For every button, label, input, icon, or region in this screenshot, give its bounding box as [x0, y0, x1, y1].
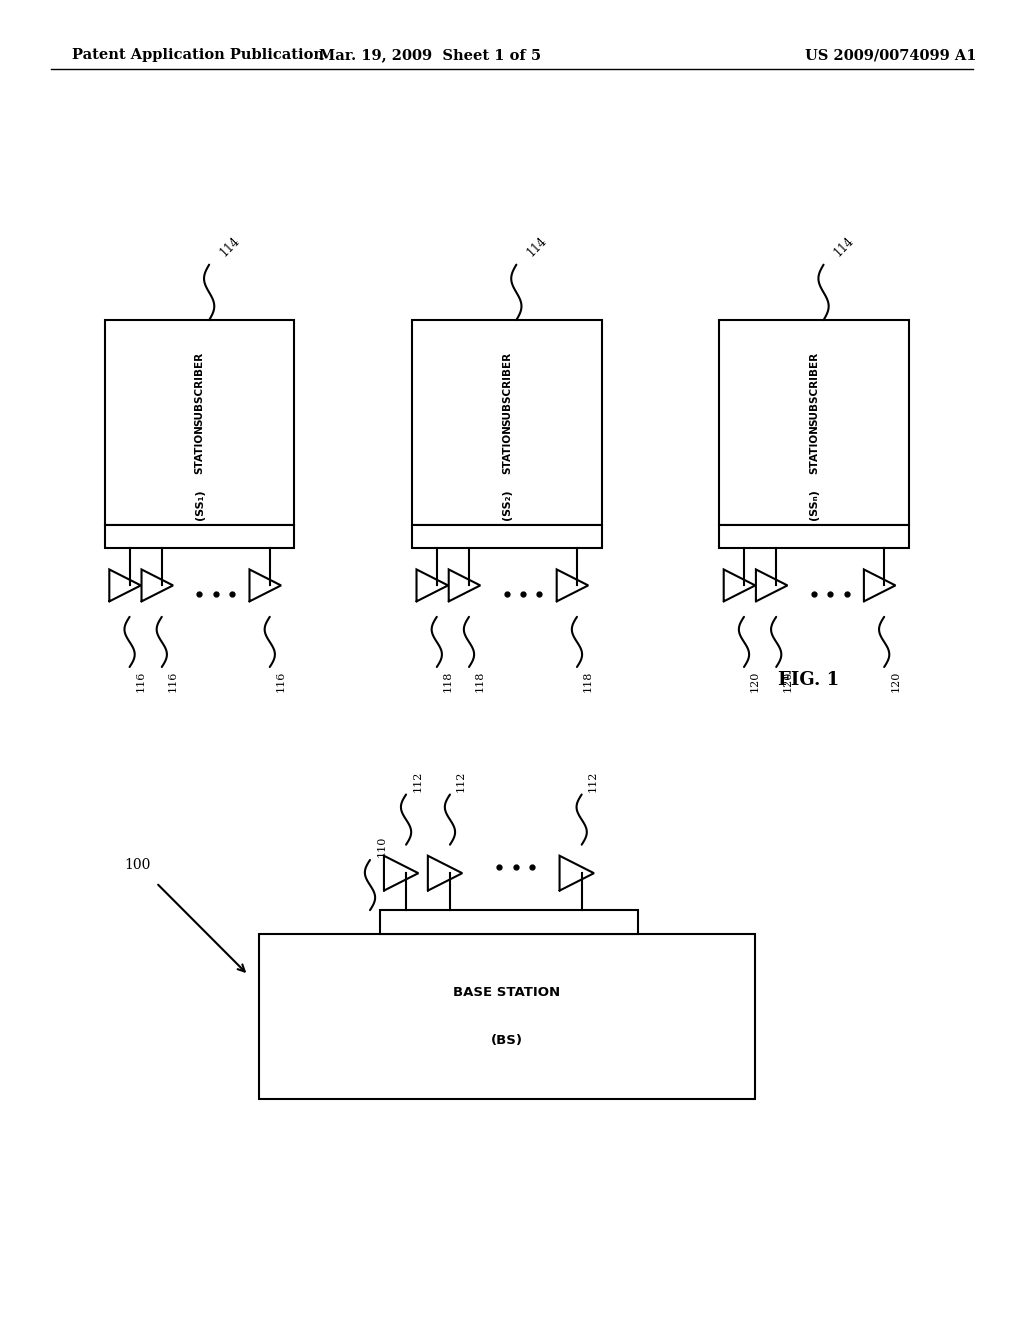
Bar	[105, 319, 295, 524]
Text: (SS₂): (SS₂)	[502, 488, 512, 520]
Text: 120: 120	[751, 671, 760, 692]
Text: SUBSCRIBER: SUBSCRIBER	[502, 352, 512, 426]
Bar	[719, 524, 909, 549]
Text: Patent Application Publication: Patent Application Publication	[72, 49, 324, 62]
Text: 116: 116	[275, 671, 286, 692]
Text: 118: 118	[443, 671, 453, 692]
Text: 118: 118	[583, 671, 593, 692]
Bar	[412, 319, 601, 524]
Text: 112: 112	[588, 771, 598, 792]
Text: 116: 116	[136, 671, 145, 692]
Bar	[105, 524, 295, 549]
Text: US 2009/0074099 A1: US 2009/0074099 A1	[805, 49, 977, 62]
Text: 100: 100	[125, 858, 152, 873]
Text: 114: 114	[831, 235, 857, 259]
Text: 112: 112	[456, 771, 466, 792]
Bar	[412, 524, 601, 549]
Text: 118: 118	[475, 671, 485, 692]
Bar	[719, 319, 909, 524]
Text: 110: 110	[376, 836, 386, 858]
Text: 116: 116	[168, 671, 178, 692]
Text: 114: 114	[217, 235, 243, 259]
Text: SUBSCRIBER: SUBSCRIBER	[195, 352, 205, 426]
Text: (SS₁): (SS₁)	[195, 488, 205, 520]
Text: STATION: STATION	[809, 424, 819, 474]
Text: STATION: STATION	[502, 424, 512, 474]
Text: 112: 112	[413, 771, 422, 792]
Text: SUBSCRIBER: SUBSCRIBER	[809, 352, 819, 426]
Text: 114: 114	[524, 235, 550, 259]
Text: 120: 120	[890, 671, 900, 692]
Text: FIG. 1: FIG. 1	[778, 671, 840, 689]
Text: STATION: STATION	[195, 424, 205, 474]
Text: Mar. 19, 2009  Sheet 1 of 5: Mar. 19, 2009 Sheet 1 of 5	[319, 49, 541, 62]
Text: 120: 120	[782, 671, 793, 692]
Text: (BS): (BS)	[490, 1034, 523, 1047]
Text: (SSₙ): (SSₙ)	[809, 488, 819, 520]
Bar	[258, 935, 756, 1098]
Bar	[380, 911, 639, 935]
Text: BASE STATION: BASE STATION	[454, 986, 560, 999]
